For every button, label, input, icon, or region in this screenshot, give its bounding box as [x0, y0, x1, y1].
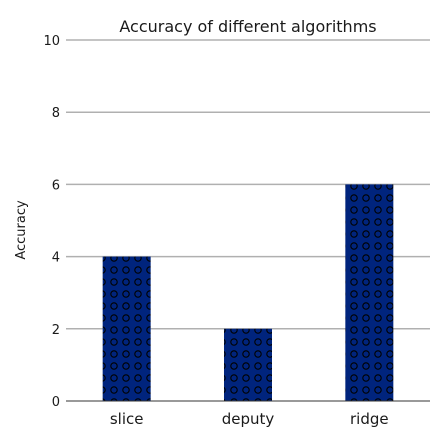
y-tick-labels: 0 2 4 6 8 10 [43, 34, 60, 410]
bar-slice [102, 256, 151, 401]
x-tick-label-deputy: deputy [222, 410, 275, 428]
x-tick-label-ridge: ridge [350, 410, 389, 428]
y-tick-label: 6 [52, 178, 60, 193]
y-tick-label: 8 [52, 106, 60, 121]
y-axis-label: Accuracy [14, 200, 29, 260]
y-tick-label: 4 [52, 251, 60, 266]
chart-title: Accuracy of different algorithms [119, 17, 376, 36]
y-tick-label: 2 [52, 323, 60, 338]
y-tick-label: 0 [52, 395, 60, 410]
y-tick-label: 10 [43, 34, 60, 49]
bars [102, 184, 394, 401]
bar-deputy [224, 328, 272, 401]
x-tick-label-slice: slice [110, 410, 144, 428]
bar-ridge [345, 184, 394, 401]
x-tick-labels: slice deputy ridge [110, 410, 389, 428]
